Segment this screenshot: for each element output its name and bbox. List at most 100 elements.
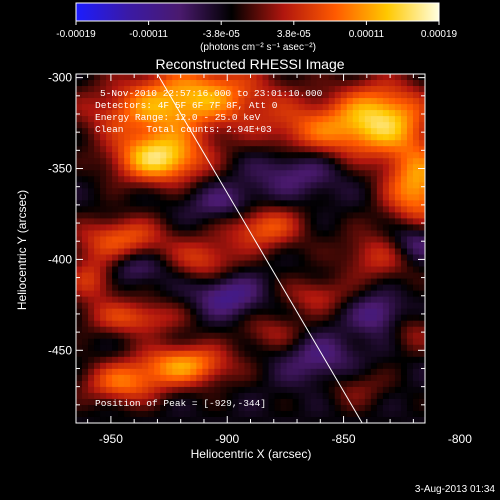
heatmap-cell [412,356,420,364]
heatmap-cell [316,176,324,183]
heatmap-cell [166,344,173,352]
heatmap-cell [136,188,143,195]
heatmap-cell [418,224,425,231]
annotation-time-range: 5-Nov-2010 22:57:16.000 to 23:01:10.000 [100,88,323,99]
heatmap-cell [340,230,348,237]
heatmap-cell [160,356,167,364]
heatmap-cell [94,176,101,183]
heatmap-cell [310,224,318,231]
heatmap-cell [406,218,414,225]
heatmap-cell [316,356,324,364]
heatmap-cell [274,320,281,328]
heatmap-cell [82,110,89,117]
heatmap-cell [76,410,83,418]
heatmap-cell [340,302,348,310]
heatmap-cell [286,158,294,165]
heatmap-cell [382,80,390,87]
heatmap-cell [334,194,342,201]
heatmap-cell [130,92,137,99]
heatmap-cell [160,398,167,406]
heatmap-cell [250,206,257,213]
heatmap-cell [148,80,155,87]
heatmap-cell [130,374,137,382]
heatmap-cell [376,104,384,111]
heatmap-cell [220,386,227,394]
heatmap-cell [268,332,275,340]
heatmap-cell [220,398,227,406]
heatmap-cell [178,338,185,346]
heatmap-cell [190,194,197,201]
heatmap-cell [280,146,288,153]
heatmap-cell [394,320,402,328]
heatmap-cell [214,134,221,141]
heatmap-cell [226,158,233,165]
heatmap-cell [274,212,281,219]
heatmap-cell [196,332,203,340]
heatmap-cell [298,158,306,165]
heatmap-cell [178,176,185,183]
heatmap-cell [244,404,251,412]
heatmap-cell [202,98,209,105]
heatmap-cell [280,356,288,364]
heatmap-cell [208,176,215,183]
heatmap-cell [202,236,209,243]
heatmap-cell [166,128,173,135]
heatmap-cell [310,104,318,111]
heatmap-cell [328,92,336,99]
heatmap-cell [364,320,372,328]
heatmap-cell [112,116,119,123]
heatmap-cell [100,230,107,237]
heatmap-cell [394,338,402,346]
heatmap-cell [364,134,372,141]
heatmap-cell [316,374,324,382]
heatmap-cell [196,224,203,231]
heatmap-cell [298,374,306,382]
heatmap-cell [76,338,83,346]
heatmap-cell [178,392,185,400]
heatmap-cell [346,308,354,316]
heatmap-cell [124,140,131,147]
heatmap-cell [334,146,342,153]
heatmap-cell [418,278,425,286]
heatmap-cell [412,218,420,225]
heatmap-cell [220,200,227,207]
heatmap-cell [316,146,324,153]
heatmap-cell [82,98,89,105]
heatmap-cell [322,296,330,304]
heatmap-cell [232,236,239,243]
heatmap-cell [76,260,83,267]
heatmap-cell [148,386,155,394]
heatmap-cell [94,404,101,412]
heatmap-cell [370,230,378,237]
heatmap-cell [196,200,203,207]
heatmap-cell [82,224,89,231]
heatmap-cell [244,392,251,400]
heatmap-cell [352,266,360,273]
heatmap-cell [214,332,221,340]
heatmap-cell [232,386,239,394]
heatmap-cell [334,266,342,273]
heatmap-cell [202,320,209,328]
heatmap-cell [316,230,324,237]
heatmap-cell [190,386,197,394]
heatmap-cell [364,410,372,418]
heatmap-cell [100,374,107,382]
heatmap-cell [322,416,330,423]
heatmap-cell [406,164,414,171]
heatmap-cell [292,146,300,153]
heatmap-cell [106,320,113,328]
heatmap-cell [130,314,137,322]
heatmap-cell [190,230,197,237]
heatmap-cell [112,164,119,171]
heatmap-cell [406,416,414,423]
x-tick-label: -850 [332,432,356,446]
heatmap-cell [298,302,306,310]
heatmap-cell [112,254,119,261]
heatmap-cell [280,392,288,400]
heatmap-cell [418,176,425,183]
heatmap-cell [292,380,300,388]
heatmap-cell [232,392,239,400]
heatmap-cell [160,338,167,346]
heatmap-cell [304,86,312,93]
heatmap-cell [238,86,245,93]
